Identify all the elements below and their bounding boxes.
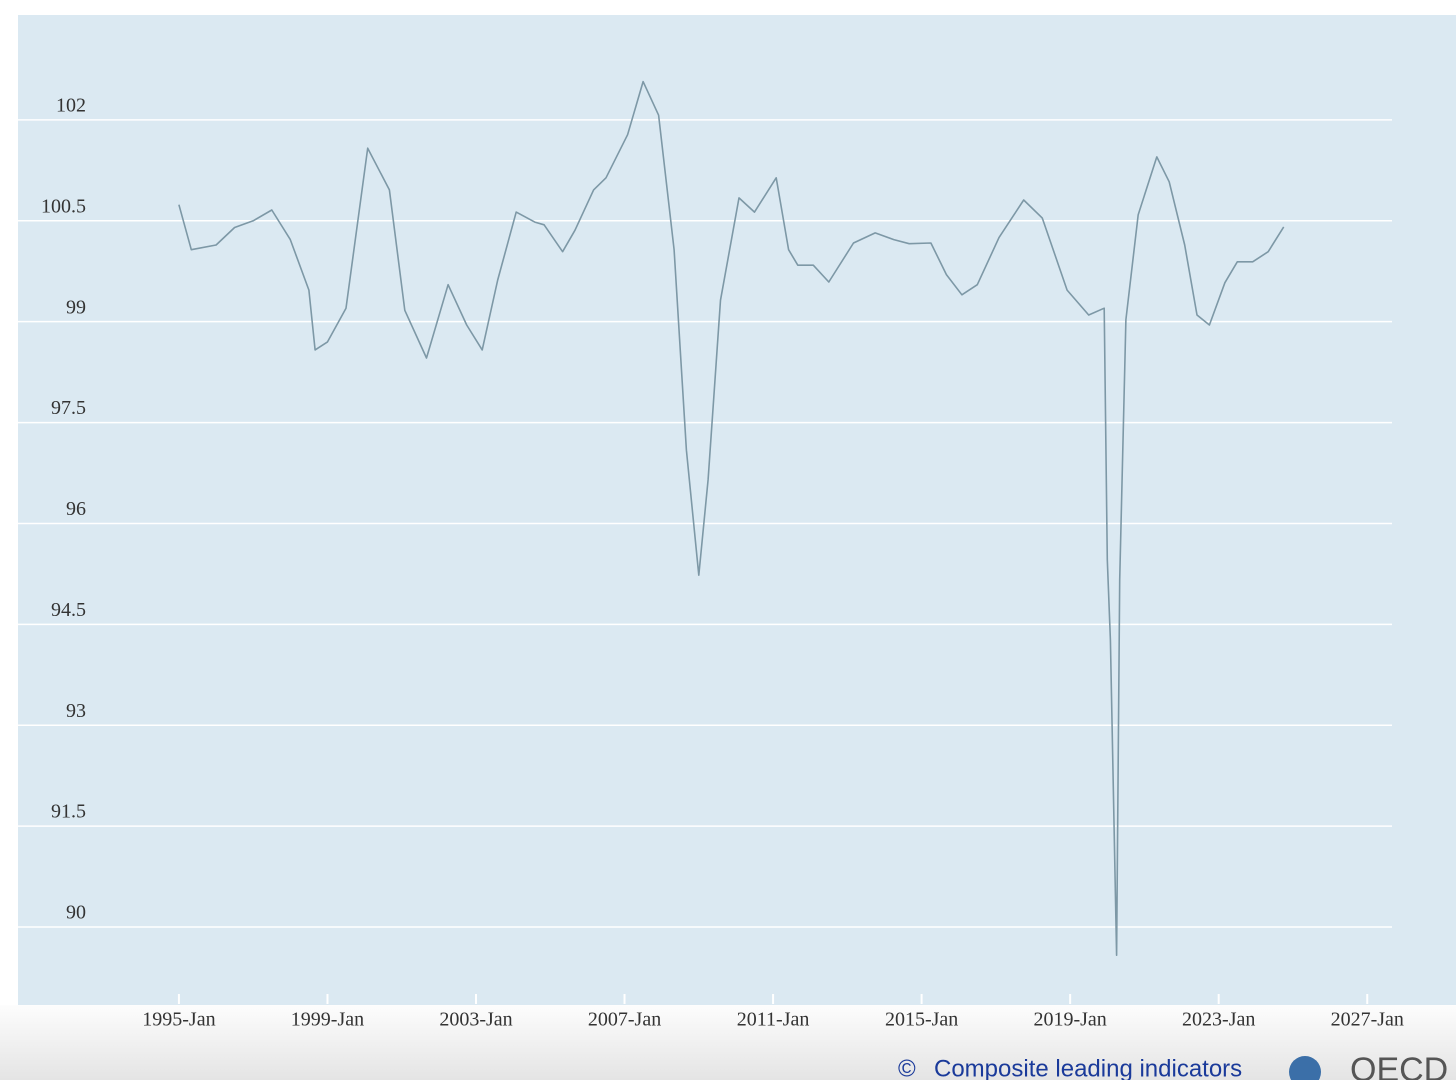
logo-globe [1289, 1056, 1321, 1080]
y-tick-label: 97.5 [51, 397, 86, 419]
y-tick-label: 100.5 [41, 195, 86, 217]
x-tick-label: 2003-Jan [439, 1009, 512, 1031]
y-tick-label: 102 [56, 95, 86, 117]
x-tick-label: 1995-Jan [142, 1009, 215, 1031]
y-tick-label: 96 [66, 498, 86, 520]
x-tick-label: 2011-Jan [737, 1009, 810, 1031]
y-tick-label: 99 [66, 296, 86, 318]
x-tick-label: 2015-Jan [885, 1009, 958, 1031]
x-tick-label: 2027-Jan [1331, 1009, 1404, 1031]
y-tick-label: 91.5 [51, 801, 86, 823]
x-tick-label: 2019-Jan [1033, 1009, 1106, 1031]
source-link[interactable]: Composite leading indicators [934, 1055, 1242, 1080]
copyright: © [898, 1055, 916, 1080]
y-tick-label: 94.5 [51, 599, 86, 621]
x-tick-label: 2007-Jan [588, 1009, 661, 1031]
plot-area [18, 15, 1456, 1005]
x-tick-label: 2023-Jan [1182, 1009, 1255, 1031]
logo: OECD [1350, 1051, 1448, 1080]
footer-band [0, 1005, 1456, 1080]
y-tick-label: 93 [66, 700, 86, 722]
data-line [178, 80, 1285, 956]
x-tick-label: 1999-Jan [291, 1009, 364, 1031]
y-tick-label: 90 [66, 902, 86, 924]
